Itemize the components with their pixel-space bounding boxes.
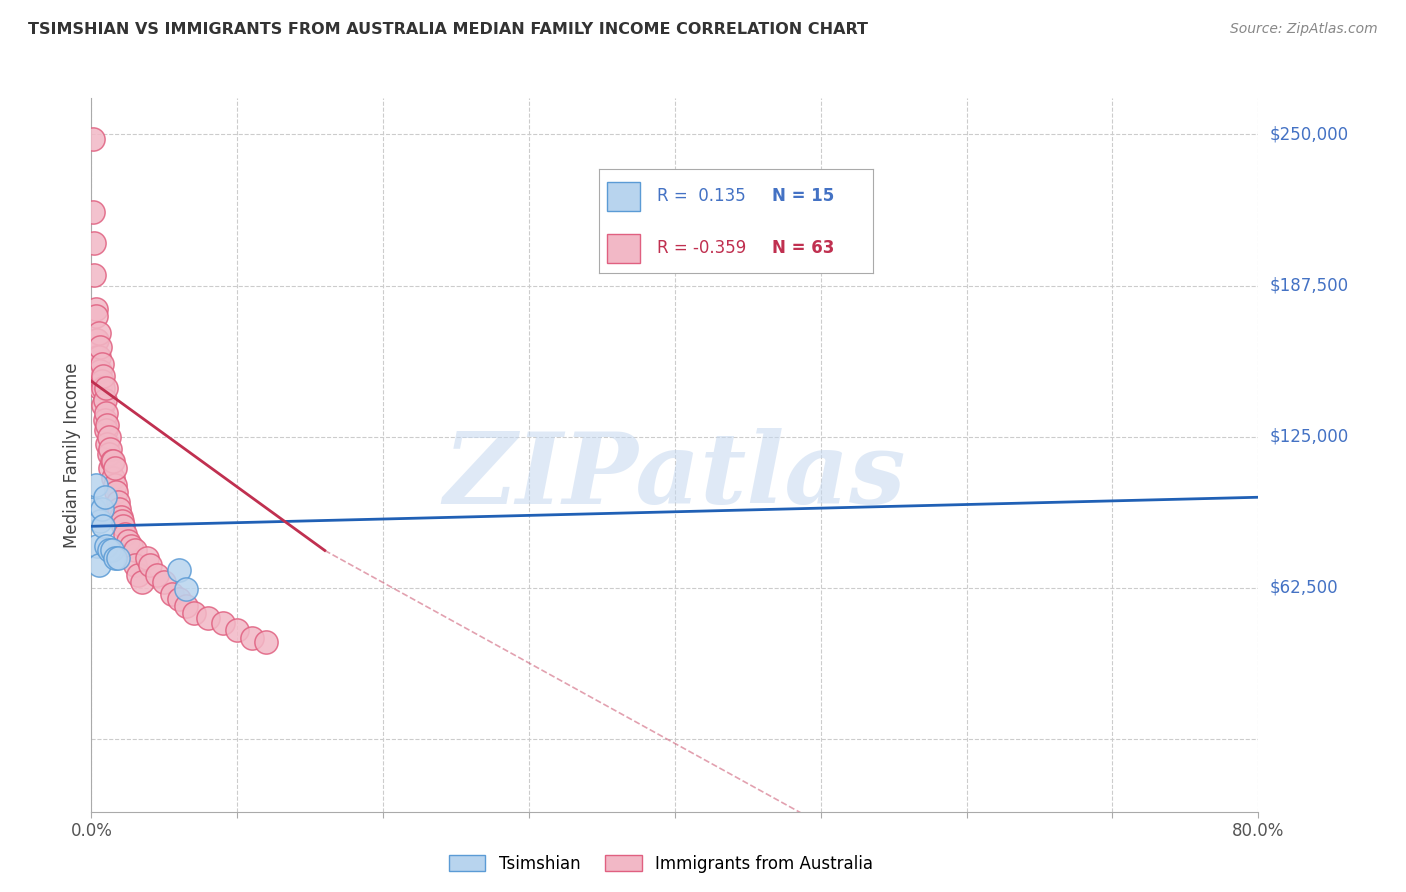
FancyBboxPatch shape <box>607 182 640 211</box>
Point <box>90 357 112 371</box>
Point <box>93 393 115 408</box>
Point <box>107 550 129 565</box>
Point <box>107 495 129 509</box>
Point <box>97 543 120 558</box>
Point <box>167 563 190 577</box>
Text: N = 15: N = 15 <box>772 186 834 205</box>
Point <box>91 369 114 384</box>
Point <box>108 502 131 516</box>
Point <box>89 340 111 354</box>
Text: Source: ZipAtlas.com: Source: ZipAtlas.com <box>1230 22 1378 37</box>
Point <box>104 478 127 492</box>
Point <box>93 490 115 504</box>
Point <box>211 615 233 630</box>
Point <box>96 437 118 451</box>
Point <box>153 574 176 589</box>
Text: $187,500: $187,500 <box>1270 277 1348 294</box>
Point <box>82 204 104 219</box>
Point <box>124 543 146 558</box>
Point <box>83 268 105 282</box>
Text: $250,000: $250,000 <box>1270 126 1348 144</box>
Point <box>86 350 108 364</box>
Point <box>82 132 104 146</box>
Point <box>90 374 112 388</box>
Point <box>114 526 136 541</box>
Point <box>87 326 110 340</box>
Point <box>83 236 105 251</box>
Point <box>226 624 249 638</box>
Point <box>87 558 110 572</box>
Text: $62,500: $62,500 <box>1270 579 1339 597</box>
Point <box>98 442 121 456</box>
Point <box>86 539 108 553</box>
Point <box>91 398 114 412</box>
Point <box>174 599 197 613</box>
Text: R = -0.359: R = -0.359 <box>657 238 745 257</box>
Point <box>174 582 197 597</box>
Point <box>105 485 128 500</box>
Point <box>103 471 125 485</box>
Point <box>84 309 107 323</box>
Point <box>87 350 110 364</box>
Point <box>87 374 110 388</box>
Point <box>98 461 121 475</box>
Point <box>254 635 277 649</box>
Text: R =  0.135: R = 0.135 <box>657 186 745 205</box>
Point <box>183 607 205 621</box>
Point <box>91 519 114 533</box>
FancyBboxPatch shape <box>607 234 640 262</box>
Point <box>94 539 117 553</box>
Point <box>89 381 111 395</box>
Point <box>84 478 107 492</box>
Point <box>131 574 153 589</box>
Text: N = 63: N = 63 <box>772 238 834 257</box>
Point <box>112 519 135 533</box>
Point <box>86 333 108 347</box>
Text: ZIPatlas: ZIPatlas <box>444 428 905 524</box>
Point <box>84 301 107 316</box>
Y-axis label: Median Family Income: Median Family Income <box>63 362 82 548</box>
Point <box>83 502 105 516</box>
Point <box>104 461 127 475</box>
Point <box>97 430 120 444</box>
Point <box>86 364 108 378</box>
Point <box>89 515 111 529</box>
Point <box>117 533 139 548</box>
Point <box>146 567 169 582</box>
Point <box>127 567 149 582</box>
Point <box>167 591 190 606</box>
Text: $125,000: $125,000 <box>1270 428 1348 446</box>
Point <box>97 447 120 461</box>
Point <box>96 417 118 432</box>
Point <box>138 558 162 572</box>
Point <box>104 550 127 565</box>
Point <box>89 364 111 378</box>
Point <box>93 413 115 427</box>
Text: TSIMSHIAN VS IMMIGRANTS FROM AUSTRALIA MEDIAN FAMILY INCOME CORRELATION CHART: TSIMSHIAN VS IMMIGRANTS FROM AUSTRALIA M… <box>28 22 868 37</box>
Point <box>110 509 132 524</box>
Point <box>91 381 114 395</box>
Point <box>94 381 117 395</box>
Point <box>135 550 157 565</box>
Legend: Tsimshian, Immigrants from Australia: Tsimshian, Immigrants from Australia <box>441 848 880 880</box>
Point <box>94 423 117 437</box>
Point <box>197 611 219 625</box>
Point <box>124 558 146 572</box>
Point <box>120 539 142 553</box>
Point <box>240 631 263 645</box>
Point <box>84 333 107 347</box>
Point <box>90 502 112 516</box>
Point <box>101 543 124 558</box>
Point <box>111 515 134 529</box>
Point <box>101 454 124 468</box>
Point <box>94 406 117 420</box>
Point <box>160 587 183 601</box>
Point <box>103 454 125 468</box>
